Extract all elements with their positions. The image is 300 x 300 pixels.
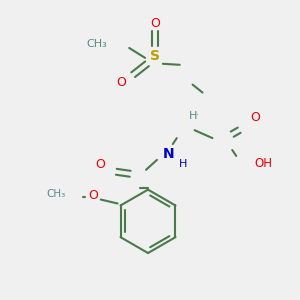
Text: CH₃: CH₃	[87, 39, 107, 49]
Text: O: O	[95, 158, 105, 171]
Text: O: O	[250, 111, 260, 124]
Text: OH: OH	[254, 158, 272, 170]
Text: CH₃: CH₃	[47, 189, 66, 199]
Text: S: S	[150, 49, 160, 63]
Text: O: O	[88, 189, 98, 202]
Text: H: H	[178, 159, 187, 169]
Text: N: N	[163, 147, 175, 161]
Text: O: O	[116, 76, 126, 89]
Text: H: H	[188, 111, 197, 121]
Text: O: O	[150, 17, 160, 30]
